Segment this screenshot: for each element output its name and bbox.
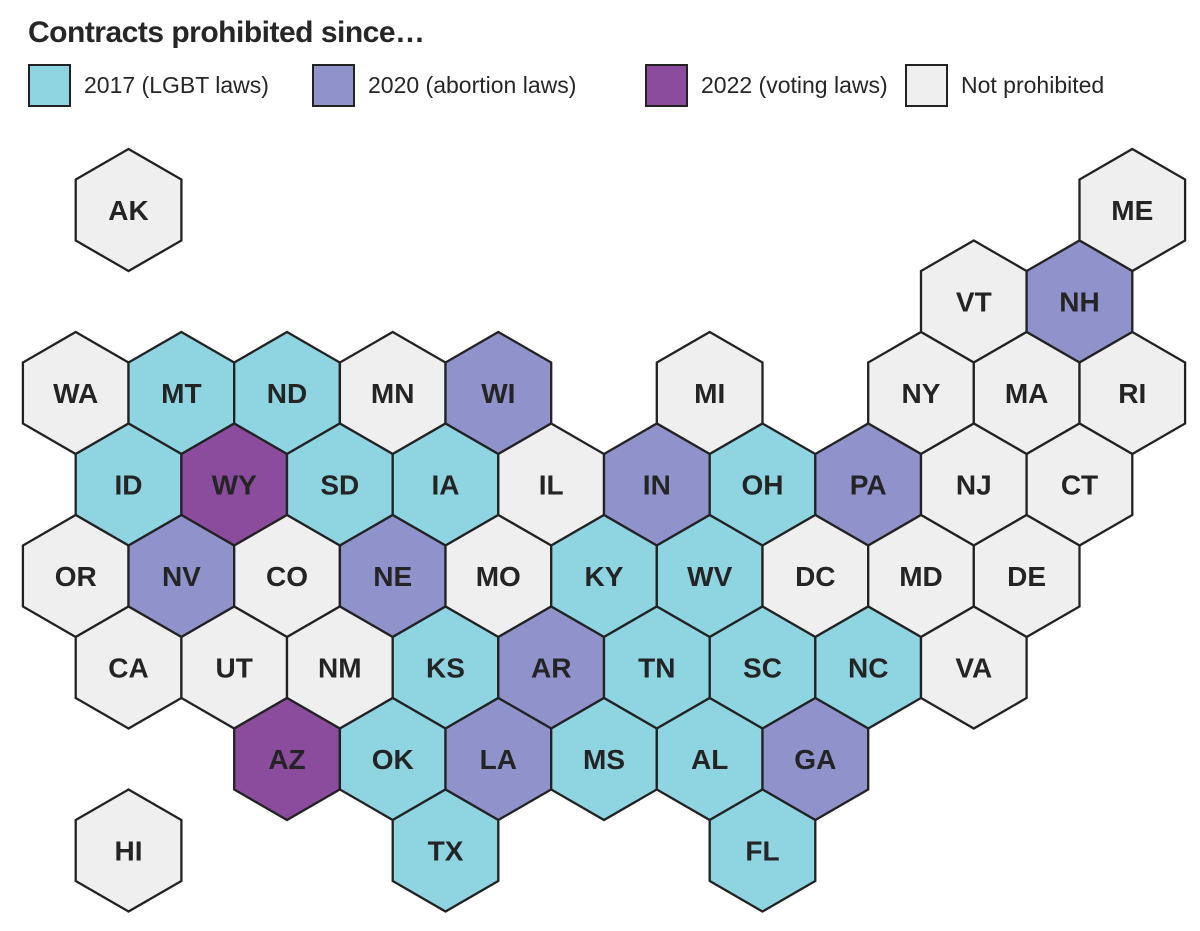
legend-item-2020: 2020 (abortion laws)	[312, 64, 576, 107]
state-hex-va: VA	[919, 605, 1028, 730]
state-shape	[74, 147, 183, 273]
state-label: KY	[585, 561, 624, 592]
state-label: WI	[481, 378, 515, 409]
legend-label-2017: 2017 (LGBT laws)	[84, 72, 269, 98]
state-label: GA	[794, 744, 836, 775]
state-label: NE	[373, 561, 412, 592]
state-label: NC	[848, 653, 888, 684]
state-label: MS	[583, 744, 625, 775]
state-label: DC	[795, 561, 835, 592]
legend-label-2022: 2022 (voting laws)	[701, 72, 888, 98]
legend: 2017 (LGBT laws) 2020 (abortion laws) 20…	[0, 64, 1200, 108]
state-label: VA	[955, 653, 992, 684]
state-hex-ct: CT	[1025, 422, 1134, 547]
state-hex-la: LA	[444, 696, 553, 822]
state-label: WY	[212, 470, 257, 501]
state-label: LA	[480, 744, 517, 775]
state-label: NV	[162, 561, 201, 592]
state-label: VT	[956, 287, 992, 318]
state-hex-mt: MT	[127, 330, 236, 456]
state-hex-ok: OK	[338, 696, 447, 822]
state-label: MO	[476, 561, 521, 592]
state-hex-nh: NH	[1025, 239, 1134, 364]
state-label: TN	[638, 653, 675, 684]
legend-label-not-prohibited: Not prohibited	[961, 72, 1105, 98]
state-label: ME	[1111, 195, 1153, 226]
legend-swatch-2022	[645, 64, 688, 107]
state-label: HI	[115, 836, 143, 867]
state-label: MT	[161, 378, 201, 409]
state-label: UT	[216, 653, 253, 684]
legend-swatch-not-prohibited	[905, 64, 948, 107]
state-hex-ca: CA	[74, 605, 183, 730]
state-label: TX	[428, 836, 464, 867]
state-label: SC	[743, 653, 782, 684]
state-label: KS	[426, 653, 465, 684]
state-label: MN	[371, 378, 415, 409]
state-hex-ms: MS	[550, 696, 658, 822]
state-shape	[919, 605, 1028, 730]
state-shape	[74, 788, 183, 913]
state-label: MI	[694, 378, 725, 409]
state-label: DE	[1007, 561, 1046, 592]
state-label: AK	[108, 195, 148, 226]
state-label: SD	[320, 470, 359, 501]
state-hex-mi: MI	[655, 330, 764, 456]
state-label: AR	[531, 653, 571, 684]
state-label: IA	[432, 470, 460, 501]
state-label: NM	[318, 653, 362, 684]
legend-swatch-2020	[312, 64, 355, 107]
state-hex-ma: MA	[972, 330, 1081, 456]
state-label: CO	[266, 561, 308, 592]
state-label: MA	[1005, 378, 1049, 409]
state-label: NH	[1059, 287, 1099, 318]
state-hex-wa: WA	[21, 330, 130, 456]
state-label: AZ	[268, 744, 305, 775]
legend-label-2020: 2020 (abortion laws)	[368, 72, 577, 98]
state-hex-ak: AK	[74, 147, 183, 273]
state-label: CT	[1061, 470, 1098, 501]
state-hex-ar: AR	[497, 605, 606, 730]
state-label: IN	[643, 470, 671, 501]
legend-item-2022: 2022 (voting laws)	[645, 64, 888, 107]
legend-swatch-2017	[28, 64, 71, 107]
state-label: OR	[55, 561, 97, 592]
state-shape	[391, 788, 500, 913]
state-label: IL	[539, 470, 564, 501]
state-hex-al: AL	[655, 696, 764, 822]
state-label: NY	[902, 378, 941, 409]
state-label: ND	[267, 378, 307, 409]
state-label: FL	[745, 836, 779, 867]
state-label: ID	[115, 470, 143, 501]
state-hex-ri: RI	[1078, 330, 1187, 456]
state-hex-wi: WI	[444, 330, 553, 456]
state-hex-ga: GA	[761, 696, 870, 822]
legend-item-2017: 2017 (LGBT laws)	[28, 64, 269, 107]
state-label: OH	[742, 470, 784, 501]
state-hex-hi: HI	[74, 788, 183, 913]
state-label: NJ	[956, 470, 992, 501]
state-hex-md: MD	[867, 513, 975, 639]
legend-item-not-prohibited: Not prohibited	[905, 64, 1104, 107]
state-label: RI	[1118, 378, 1146, 409]
state-label: AL	[691, 744, 728, 775]
state-hex-fl: FL	[708, 788, 817, 913]
chart-title: Contracts prohibited since…	[28, 16, 425, 49]
state-label: OK	[372, 744, 414, 775]
state-hex-in: IN	[602, 422, 711, 547]
state-shape	[708, 788, 817, 913]
state-label: CA	[108, 653, 148, 684]
state-label: WA	[53, 378, 98, 409]
state-hex-tx: TX	[391, 788, 500, 913]
state-hex-il: IL	[497, 422, 606, 547]
state-label: WV	[687, 561, 732, 592]
state-hex-ks: KS	[391, 605, 500, 730]
state-label: PA	[850, 470, 887, 501]
state-label: MD	[899, 561, 943, 592]
state-hex-ky: KY	[550, 513, 658, 639]
state-hex-sc: SC	[708, 605, 817, 730]
